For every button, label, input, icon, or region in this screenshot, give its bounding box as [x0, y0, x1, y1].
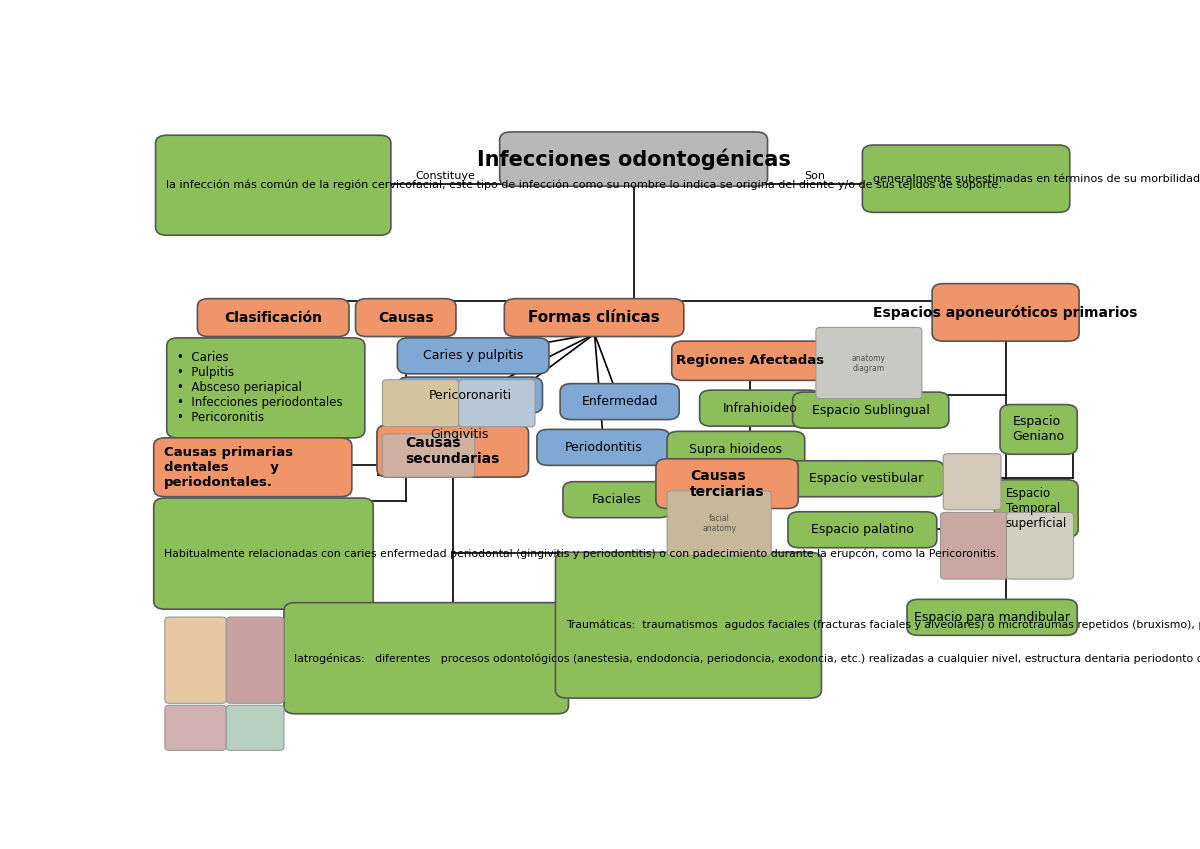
Text: Causas: Causas	[378, 311, 433, 324]
Text: Clasificación: Clasificación	[224, 311, 323, 324]
FancyBboxPatch shape	[788, 461, 944, 497]
FancyBboxPatch shape	[932, 284, 1079, 341]
FancyBboxPatch shape	[816, 328, 922, 399]
Text: Espacio vestibular: Espacio vestibular	[809, 472, 923, 486]
Text: Supra hioideos: Supra hioideos	[690, 443, 782, 456]
FancyBboxPatch shape	[156, 135, 391, 235]
Text: Causas primarias
dentales         y
periodontales.: Causas primarias dentales y periodontale…	[164, 446, 293, 489]
Text: Caries y pulpitis: Caries y pulpitis	[424, 349, 523, 363]
FancyBboxPatch shape	[667, 431, 805, 467]
FancyBboxPatch shape	[499, 132, 768, 186]
Text: Faciales: Faciales	[592, 493, 642, 506]
FancyBboxPatch shape	[788, 512, 937, 548]
Text: •  Caries
•  Pulpitis
•  Absceso periapical
•  Infecciones periodontales
•  Peri: • Caries • Pulpitis • Absceso periapical…	[176, 351, 342, 424]
Text: Causas
secundarias: Causas secundarias	[406, 436, 500, 466]
FancyBboxPatch shape	[458, 380, 535, 427]
Text: Son: Son	[804, 171, 826, 181]
FancyBboxPatch shape	[943, 453, 1001, 509]
FancyBboxPatch shape	[397, 377, 542, 413]
FancyBboxPatch shape	[563, 481, 671, 518]
FancyBboxPatch shape	[383, 380, 458, 427]
Text: Espacio
Temporal
superficial: Espacio Temporal superficial	[1006, 487, 1067, 530]
FancyBboxPatch shape	[556, 553, 822, 698]
FancyBboxPatch shape	[793, 392, 949, 428]
Text: Espacio
Geniano: Espacio Geniano	[1013, 415, 1064, 443]
Text: generalmente subestimadas en términos de su morbilidad o mortalidad.: generalmente subestimadas en términos de…	[872, 173, 1200, 184]
Text: Gingivitis: Gingivitis	[430, 428, 488, 441]
Text: Infrahioideo: Infrahioideo	[722, 402, 798, 414]
Text: Habitualmente relacionadas con caries enfermedad periodontal (gingivitis y perio: Habitualmente relacionadas con caries en…	[164, 548, 1000, 559]
Text: Causas
terciarias: Causas terciarias	[690, 469, 764, 498]
FancyBboxPatch shape	[700, 391, 821, 426]
FancyBboxPatch shape	[355, 299, 456, 336]
Text: Infecciones odontogénicas: Infecciones odontogénicas	[476, 149, 791, 170]
FancyBboxPatch shape	[377, 424, 528, 477]
FancyBboxPatch shape	[227, 617, 284, 703]
FancyBboxPatch shape	[667, 491, 772, 555]
Text: Formas clínicas: Formas clínicas	[528, 310, 660, 325]
Text: Iatrogénicas:   diferentes   procesos odontológicos (anestesia, endodoncia, per: Iatrogénicas: diferentes procesos odont…	[294, 653, 1200, 664]
FancyBboxPatch shape	[284, 603, 569, 714]
Text: Regiones Afectadas: Regiones Afectadas	[676, 354, 824, 368]
FancyBboxPatch shape	[863, 145, 1069, 212]
FancyBboxPatch shape	[397, 338, 548, 374]
FancyBboxPatch shape	[154, 438, 352, 497]
FancyBboxPatch shape	[164, 617, 227, 703]
Text: la infección más común de la región cervicofacial, este tipo de infección como s: la infección más común de la región cerv…	[166, 180, 1002, 190]
FancyBboxPatch shape	[504, 299, 684, 336]
FancyBboxPatch shape	[227, 706, 284, 751]
FancyBboxPatch shape	[397, 416, 521, 453]
Text: Constituye: Constituye	[416, 171, 475, 181]
FancyBboxPatch shape	[536, 430, 670, 465]
Text: Espacio para mandibular: Espacio para mandibular	[914, 610, 1070, 624]
FancyBboxPatch shape	[164, 706, 227, 751]
FancyBboxPatch shape	[1000, 405, 1078, 454]
Text: Espacio palatino: Espacio palatino	[811, 523, 914, 537]
Text: Enfermedad: Enfermedad	[581, 395, 658, 408]
FancyBboxPatch shape	[383, 434, 474, 477]
FancyBboxPatch shape	[672, 341, 828, 380]
Text: facial
anatomy: facial anatomy	[702, 514, 736, 533]
Text: Periodontitis: Periodontitis	[564, 441, 642, 454]
Text: Traumáticas:  traumatismos  agudos faciales (fracturas faciales y alveolares) o : Traumáticas: traumatismos agudos faciale…	[565, 620, 1200, 631]
FancyBboxPatch shape	[1007, 513, 1074, 579]
FancyBboxPatch shape	[907, 599, 1078, 635]
FancyBboxPatch shape	[167, 338, 365, 438]
FancyBboxPatch shape	[941, 513, 1008, 579]
FancyBboxPatch shape	[995, 480, 1078, 537]
Text: Espacios aponeuróticos primarios: Espacios aponeuróticos primarios	[874, 305, 1138, 319]
Text: Espacio Sublingual: Espacio Sublingual	[812, 403, 930, 417]
Text: Pericoronariti: Pericoronariti	[428, 389, 511, 402]
FancyBboxPatch shape	[154, 498, 373, 610]
FancyBboxPatch shape	[560, 384, 679, 419]
Text: anatomy
diagram: anatomy diagram	[852, 354, 886, 373]
FancyBboxPatch shape	[198, 299, 349, 336]
FancyBboxPatch shape	[656, 458, 798, 509]
